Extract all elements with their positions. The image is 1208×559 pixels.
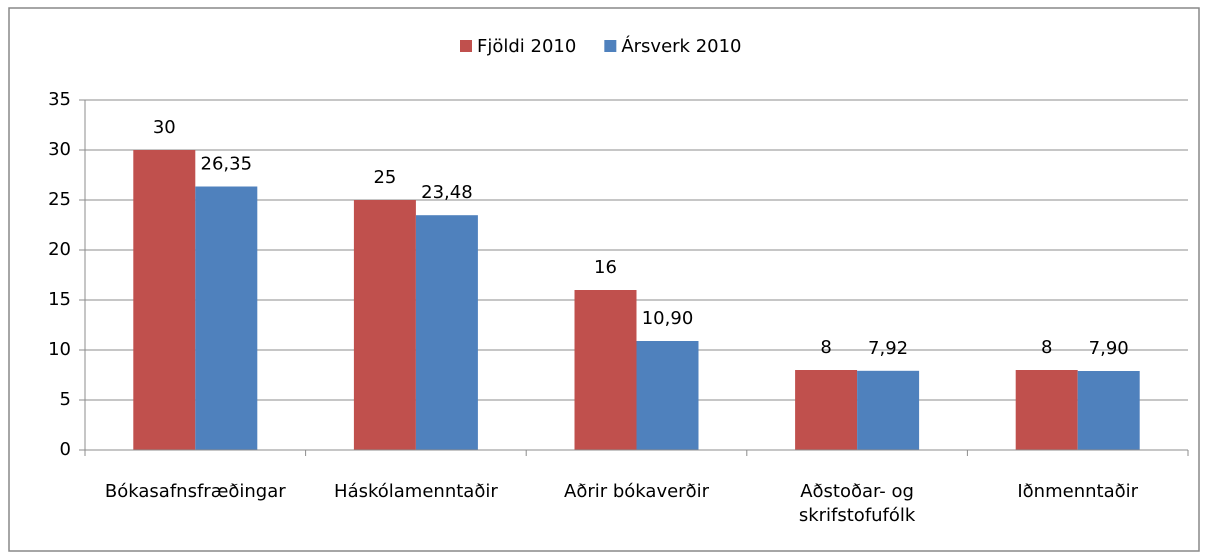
- y-tick-label: 10: [48, 339, 71, 360]
- bar: [353, 200, 416, 450]
- x-tick-label: Bókasafnsfræðingar: [104, 481, 286, 502]
- bar: [1015, 370, 1078, 450]
- y-tick-label: 0: [60, 439, 71, 460]
- data-label: 7,92: [868, 338, 908, 359]
- bar: [415, 215, 478, 450]
- bar: [795, 370, 858, 450]
- bar: [1077, 371, 1140, 450]
- y-tick-label: 30: [48, 139, 71, 160]
- bar: [857, 370, 920, 450]
- x-tick-label: Háskólamenntaðir: [334, 481, 498, 502]
- legend-swatch: [604, 40, 617, 52]
- data-label: 16: [594, 257, 617, 278]
- x-tick-label: Aðstoðar- og skrifstofufólk: [798, 481, 916, 526]
- y-tick-label: 20: [48, 239, 71, 260]
- y-tick-label: 25: [48, 189, 71, 210]
- data-label: 25: [373, 167, 396, 188]
- y-tick-label: 35: [48, 89, 71, 110]
- bar: [574, 290, 637, 450]
- bar: [133, 150, 196, 450]
- legend-label: Ársverk 2010: [621, 35, 741, 57]
- x-tick-label: Aðrir bókaverðir: [564, 481, 709, 502]
- data-label: 8: [1041, 337, 1052, 358]
- bar: [195, 186, 258, 450]
- y-tick-label: 5: [60, 389, 71, 410]
- data-label: 10,90: [642, 308, 694, 329]
- data-label: 26,35: [201, 154, 253, 175]
- data-label: 30: [153, 117, 176, 138]
- legend-label: Fjöldi 2010: [477, 36, 576, 57]
- bar: [636, 341, 699, 450]
- x-tick-label: Iðnmenntaðir: [1017, 481, 1139, 502]
- data-label: 23,48: [421, 182, 473, 203]
- data-label: 8: [820, 337, 831, 358]
- data-label: 7,90: [1089, 338, 1129, 359]
- y-tick-label: 15: [48, 289, 71, 310]
- legend-swatch: [460, 40, 472, 52]
